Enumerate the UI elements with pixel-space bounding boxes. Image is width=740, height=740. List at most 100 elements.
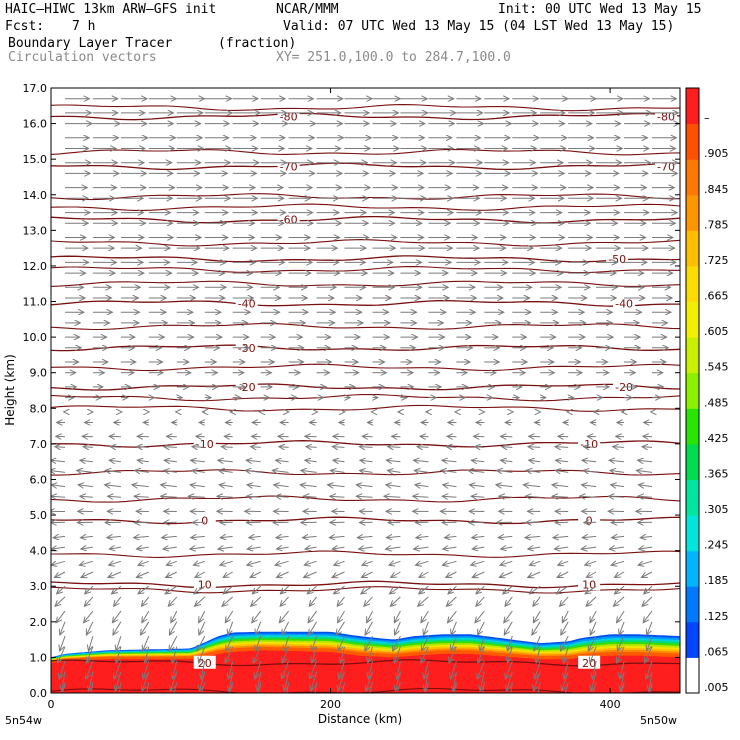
circulation-vector bbox=[301, 470, 317, 472]
circulation-vector bbox=[552, 496, 569, 497]
circulation-vector bbox=[332, 547, 345, 549]
circulation-vector bbox=[341, 646, 345, 663]
circulation-vector bbox=[616, 436, 625, 437]
circulation-vector bbox=[60, 635, 66, 651]
colorbar-swatch bbox=[686, 194, 699, 231]
circulation-vector bbox=[553, 536, 569, 537]
circulation-vector bbox=[277, 571, 289, 578]
circulation-vector bbox=[329, 536, 345, 537]
y-tick-label: 13.0 bbox=[23, 224, 48, 237]
circulation-vector bbox=[51, 485, 66, 487]
temperature-contour-line bbox=[51, 112, 680, 121]
circulation-vector bbox=[469, 485, 485, 487]
y-tick-label: 15.0 bbox=[23, 153, 48, 166]
y-tick-label: 12.0 bbox=[23, 260, 48, 273]
circulation-vector bbox=[367, 610, 373, 623]
circulation-vector bbox=[108, 496, 121, 497]
colorbar-swatch bbox=[686, 88, 699, 125]
circulation-vector bbox=[480, 671, 485, 691]
y-axis-label: Height (km) bbox=[3, 354, 17, 425]
circulation-vector bbox=[225, 646, 234, 663]
circulation-vector bbox=[472, 571, 485, 578]
circulation-vector bbox=[552, 485, 569, 487]
circulation-vector bbox=[138, 561, 149, 565]
circulation-vector bbox=[413, 496, 429, 497]
circulation-vector bbox=[284, 635, 290, 651]
circulation-vector bbox=[421, 610, 429, 623]
circulation-vector bbox=[306, 447, 317, 448]
contour-label-bg bbox=[193, 513, 216, 527]
circulation-vector bbox=[555, 470, 569, 472]
circulation-vector bbox=[194, 585, 206, 594]
circulation-vector bbox=[590, 621, 597, 635]
circulation-vector bbox=[394, 610, 401, 623]
circulation-vector bbox=[304, 571, 317, 578]
circulation-vector bbox=[443, 547, 457, 549]
colorbar-swatch bbox=[686, 586, 699, 623]
circulation-vector bbox=[611, 561, 625, 565]
circulation-vector bbox=[356, 496, 373, 497]
temperature-contour-line bbox=[51, 299, 680, 307]
circulation-vector bbox=[51, 460, 66, 462]
circulation-vector bbox=[303, 536, 317, 537]
circulation-vector bbox=[218, 460, 233, 462]
circulation-vector bbox=[357, 536, 373, 537]
circulation-vector bbox=[471, 496, 485, 497]
colorbar-swatch bbox=[686, 408, 699, 445]
circulation-vector bbox=[167, 436, 177, 437]
circulation-vector bbox=[445, 536, 457, 537]
circulation-vector bbox=[309, 621, 318, 635]
fcst-value: 7 h bbox=[72, 19, 96, 34]
colorbar-swatch bbox=[686, 657, 699, 694]
circulation-vector bbox=[416, 561, 429, 565]
circulation-vector bbox=[226, 635, 234, 651]
circulation-vector bbox=[503, 585, 513, 594]
circulation-vector bbox=[448, 610, 457, 623]
circulation-vector bbox=[638, 460, 653, 462]
circulation-vector bbox=[419, 571, 429, 578]
fcst-label: Fcst: bbox=[5, 19, 45, 34]
circulation-vector bbox=[564, 646, 569, 663]
circulation-vector bbox=[55, 447, 66, 448]
colorbar-label: .545 bbox=[704, 361, 729, 374]
temperature-contour-line bbox=[51, 280, 680, 287]
circulation-vector bbox=[84, 610, 94, 623]
circulation-vector bbox=[533, 596, 541, 606]
temperature-contour-line bbox=[51, 239, 680, 247]
colorbar-swatch bbox=[686, 479, 699, 516]
circulation-vector bbox=[51, 496, 66, 497]
circulation-vector bbox=[617, 610, 625, 623]
circulation-vector bbox=[279, 447, 289, 448]
circulation-vector bbox=[442, 496, 457, 497]
circulation-vector bbox=[360, 460, 373, 462]
circulation-vector bbox=[218, 547, 233, 549]
circulation-vector bbox=[615, 585, 625, 594]
circulation-vector bbox=[620, 660, 625, 679]
circulation-vector bbox=[446, 596, 457, 606]
contour-label: -20 bbox=[238, 381, 256, 394]
circulation-vector bbox=[415, 485, 429, 487]
circulation-vector bbox=[499, 571, 513, 578]
circulation-vector bbox=[51, 547, 66, 549]
circulation-vector bbox=[53, 536, 66, 537]
circulation-vector bbox=[386, 547, 401, 549]
circulation-vector bbox=[143, 635, 150, 651]
circulation-vector bbox=[276, 496, 289, 497]
circulation-vector bbox=[328, 485, 345, 487]
circulation-vector bbox=[582, 485, 597, 487]
circulation-vector bbox=[256, 621, 262, 635]
circulation-vector bbox=[643, 610, 653, 623]
circulation-vector bbox=[217, 496, 233, 497]
circulation-vector bbox=[195, 571, 206, 578]
circulation-vector bbox=[114, 596, 122, 606]
circulation-vector bbox=[338, 610, 345, 623]
circulation-vector bbox=[388, 470, 401, 472]
circulation-vector bbox=[81, 547, 93, 549]
circulation-vector bbox=[361, 585, 373, 594]
circulation-vector bbox=[137, 547, 149, 549]
x-tick-label: 400 bbox=[600, 698, 621, 711]
circulation-vector bbox=[557, 571, 569, 578]
circulation-vector bbox=[225, 610, 234, 623]
circulation-vector bbox=[334, 561, 345, 565]
circulation-vector bbox=[441, 470, 457, 472]
